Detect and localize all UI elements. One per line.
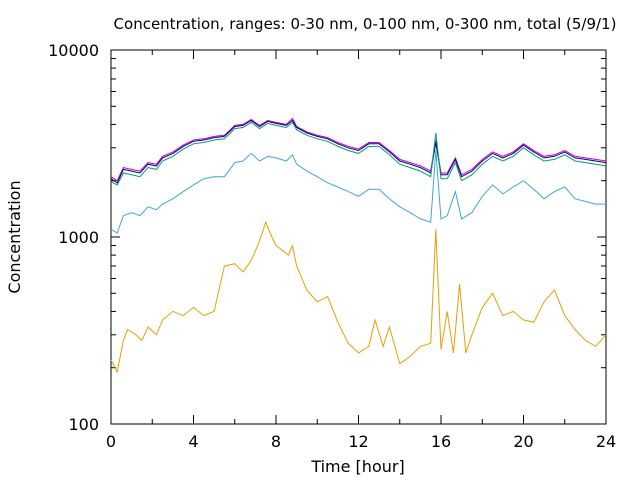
series-line-2: [110, 119, 607, 184]
chart-title: Concentration, ranges: 0-30 nm, 0-100 nm…: [114, 15, 617, 33]
x-axis-label: Time [hour]: [310, 457, 404, 476]
x-tick-label: 8: [271, 432, 281, 451]
series-line-1: [110, 117, 607, 182]
x-tick-label: 12: [348, 432, 368, 451]
series-line-4: [110, 150, 606, 234]
plot-frame: [110, 49, 607, 425]
series-layer: [110, 117, 607, 374]
x-tick-label: 16: [431, 432, 451, 451]
axis-ticks: [110, 49, 607, 425]
series-line-5: [110, 220, 607, 374]
y-tick-label: 10000: [48, 41, 99, 60]
y-axis-label: Concentration: [5, 180, 24, 293]
y-tick-label: 1000: [58, 228, 99, 247]
x-tick-label: 4: [188, 432, 198, 451]
series-line-3: [110, 121, 607, 186]
x-tick-label: 0: [106, 432, 116, 451]
y-tick-label: 100: [68, 415, 99, 434]
tick-labels: 0 4 8 12 16 20 24 100 1000 10000: [48, 41, 616, 451]
x-tick-label: 20: [513, 432, 533, 451]
x-tick-label: 24: [596, 432, 616, 451]
